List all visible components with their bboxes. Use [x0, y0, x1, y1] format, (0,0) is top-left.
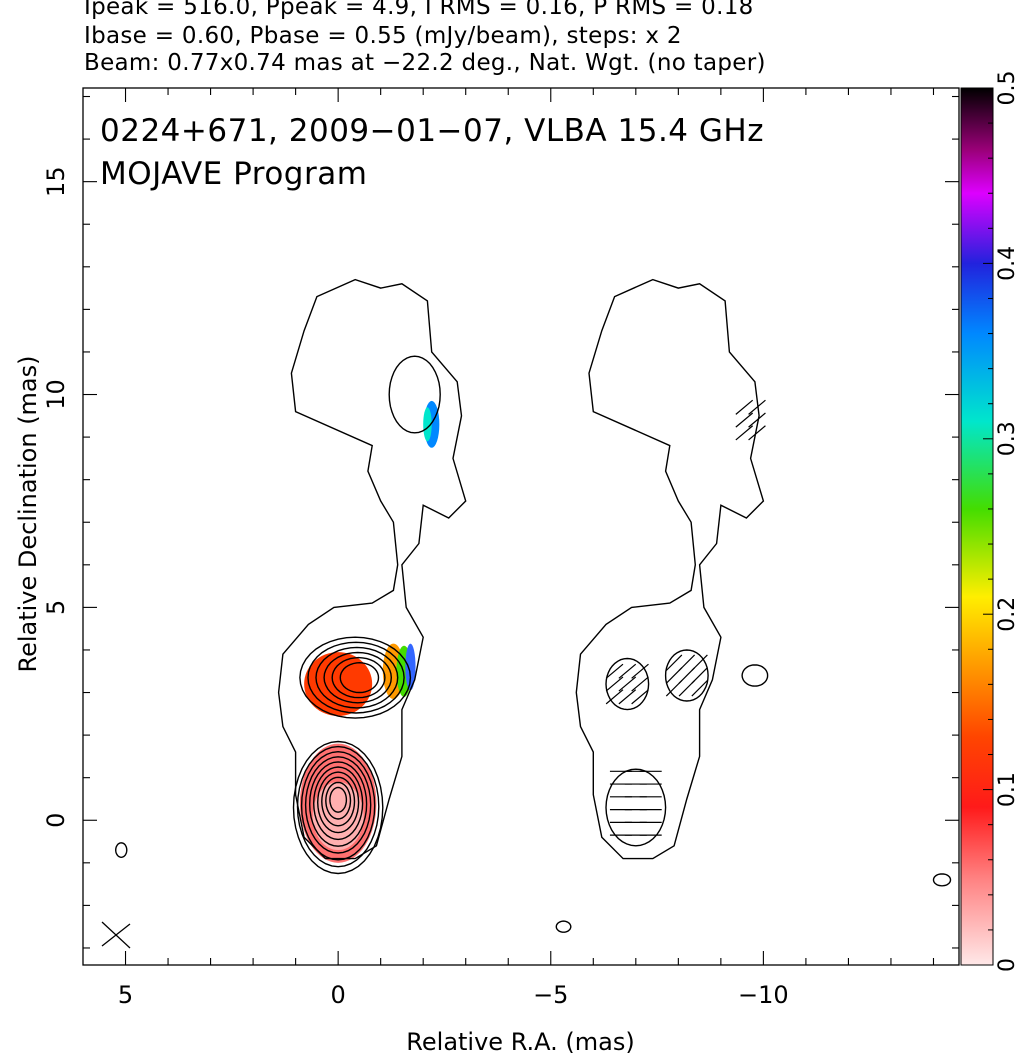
y-tick-label: 5 — [42, 600, 70, 615]
evpa-tick — [605, 663, 624, 679]
colorbar-tick-label: 0.3 — [995, 421, 1020, 456]
contour-core — [296, 745, 380, 868]
contour-noise — [114, 842, 128, 859]
contour-core — [308, 761, 368, 847]
colorbar-tick-label: 0.4 — [995, 246, 1020, 281]
evpa-tick — [618, 689, 637, 705]
contour-core — [329, 786, 348, 813]
chart-title: 0224+671, 2009−01−07, VLBA 15.4 GHz — [100, 113, 764, 149]
contour-pol-knot — [605, 657, 650, 711]
axis-tick-labels: 5 0 −5 −10 0 5 10 15 — [42, 166, 789, 1009]
evpa-tick — [691, 680, 708, 697]
contour-noise — [555, 920, 572, 933]
colorbar-tick-label: 0.2 — [995, 597, 1020, 632]
contour-inner-jet — [323, 651, 393, 704]
contour-noise — [932, 873, 952, 887]
contour-inner-jet — [339, 661, 380, 694]
contour-pol-core — [605, 768, 667, 847]
colorbar-ticks — [983, 87, 993, 966]
evpa-tick — [665, 667, 683, 684]
contour-inner-jet — [307, 641, 405, 714]
header-stats-line1: Ipeak = 516.0, Ppeak = 4.9, I RMS = 0.16… — [84, 0, 754, 20]
colorbar-tick-label: 0.5 — [995, 71, 1020, 106]
x-tick-label: −10 — [738, 981, 789, 1009]
polarization-inner-jet — [304, 652, 373, 716]
colorbar-tick-label: 0.1 — [995, 772, 1020, 807]
evpa-tick — [605, 676, 624, 692]
contour-pol-knot — [741, 664, 769, 687]
contour-inner-jet — [299, 636, 412, 719]
evpa-tick — [735, 412, 754, 428]
colorbar — [960, 87, 994, 966]
header-beam-line: Beam: 0.77x0.74 mas at −22.2 deg., Nat. … — [84, 50, 766, 76]
contour-outer — [277, 278, 467, 860]
evpa-tick — [748, 425, 766, 441]
y-tick-label: 10 — [42, 379, 70, 410]
y-axis-label: Relative Declination (mas) — [14, 355, 42, 673]
evpa-tick — [618, 676, 637, 692]
evpa-tick — [748, 412, 766, 428]
evpa-tick — [605, 689, 624, 705]
polarization-outer-jet — [423, 407, 432, 442]
contour-hole — [388, 355, 441, 434]
chart-subtitle: MOJAVE Program — [100, 156, 367, 192]
contour-inner-jet — [315, 646, 399, 709]
evpa-tick — [631, 676, 649, 692]
evpa-tick — [735, 425, 754, 441]
evpa-tick — [748, 399, 766, 415]
evpa-tick — [665, 680, 683, 697]
contour-core — [292, 740, 384, 875]
y-tick-label: 15 — [42, 166, 70, 197]
evpa-ticks — [605, 399, 766, 836]
evpa-tick — [665, 654, 683, 671]
header-stats-line2: Ibase = 0.60, Pbase = 0.55 (mJy/beam), s… — [84, 23, 682, 49]
evpa-tick — [618, 663, 637, 679]
contour-core — [325, 781, 352, 820]
contour-core — [316, 771, 360, 834]
y-tick-label: 0 — [42, 813, 70, 828]
contour-inner-jet — [331, 656, 386, 699]
intensity-contours — [114, 278, 952, 933]
beam-ellipse — [101, 921, 131, 949]
polarization-inner-jet — [405, 643, 416, 691]
evpa-tick — [631, 663, 649, 679]
x-tick-label: 0 — [331, 981, 346, 1009]
evpa-tick — [631, 689, 649, 705]
colorbar-tick-labels: 0 0.1 0.2 0.3 0.4 0.5 — [995, 71, 1020, 973]
contour-pol-knot — [664, 649, 709, 702]
axis-ticks — [83, 88, 959, 965]
x-tick-label: 5 — [118, 981, 133, 1009]
contour-core — [304, 756, 372, 854]
evpa-tick — [678, 680, 696, 697]
contour-core — [312, 766, 364, 841]
colorbar-tick-label: 0 — [995, 958, 1020, 972]
x-tick-label: −5 — [533, 981, 568, 1009]
plot-frame — [82, 87, 960, 966]
contour-core — [300, 750, 376, 861]
x-axis-label: Relative R.A. (mas) — [406, 1028, 635, 1056]
evpa-tick — [735, 399, 754, 415]
contour-outer-pol — [575, 278, 765, 860]
contour-core — [321, 776, 356, 827]
